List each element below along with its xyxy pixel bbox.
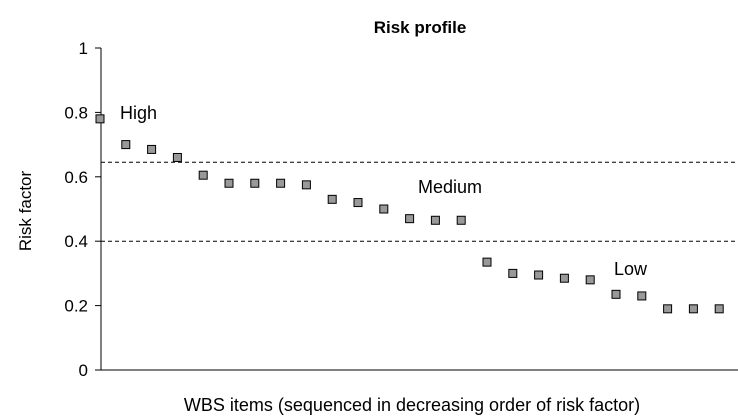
data-point (379, 204, 389, 214)
y-tick-label: 0.4 (64, 232, 88, 251)
data-point (353, 198, 363, 208)
y-tick-label: 1 (79, 39, 88, 58)
data-point (405, 214, 415, 224)
data-point (224, 178, 234, 188)
data-point (637, 291, 647, 301)
y-tick-label: 0.8 (64, 103, 88, 122)
y-ticks: 0 0.2 0.4 0.6 0.8 1 (64, 39, 101, 380)
annotation-high: High (120, 103, 157, 123)
data-point (327, 194, 337, 204)
y-tick-label: 0.6 (64, 168, 88, 187)
data-point (198, 170, 208, 180)
y-axis-label: Risk factor (16, 171, 35, 252)
data-point (250, 178, 260, 188)
data-point (430, 215, 440, 225)
data-points (95, 114, 724, 314)
data-point (688, 304, 698, 314)
threshold-lines (101, 161, 738, 242)
data-point (276, 178, 286, 188)
data-point (301, 180, 311, 190)
data-point (482, 257, 492, 267)
data-point (95, 114, 105, 124)
data-point (585, 275, 595, 285)
y-tick-label: 0.2 (64, 297, 88, 316)
data-point (714, 304, 724, 314)
data-point (147, 144, 157, 154)
data-point (121, 140, 131, 150)
data-point (508, 268, 518, 278)
data-point (663, 304, 673, 314)
y-tick-label: 0 (79, 361, 88, 380)
data-point (172, 152, 182, 162)
x-axis-label: WBS items (sequenced in decreasing order… (184, 395, 640, 415)
chart-title: Risk profile (374, 18, 467, 37)
data-point (456, 215, 466, 225)
data-point (534, 270, 544, 280)
annotation-medium: Medium (418, 177, 482, 197)
annotation-low: Low (614, 259, 648, 279)
data-point (611, 289, 621, 299)
data-point (559, 273, 569, 283)
